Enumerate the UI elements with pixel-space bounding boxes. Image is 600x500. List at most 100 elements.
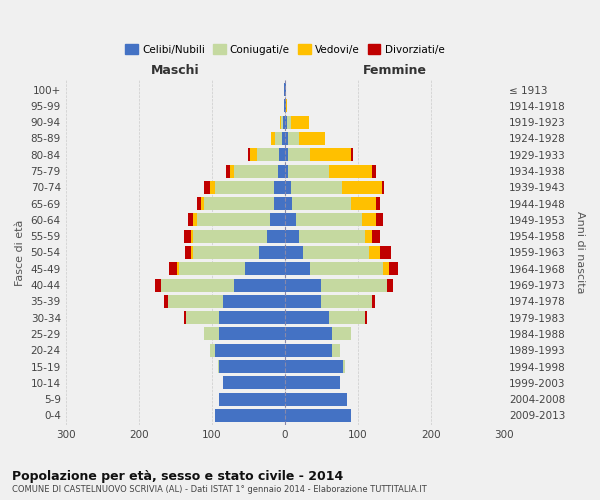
Bar xyxy=(219,328,285,340)
Bar xyxy=(376,197,380,210)
Bar xyxy=(382,181,384,194)
Bar xyxy=(193,230,266,242)
Bar xyxy=(285,181,290,194)
Bar xyxy=(285,311,329,324)
Bar xyxy=(285,230,299,242)
Bar xyxy=(218,360,219,373)
Bar xyxy=(178,262,179,276)
Text: COMUNE DI CASTELNUOVO SCRIVIA (AL) - Dati ISTAT 1° gennaio 2014 - Elaborazione T: COMUNE DI CASTELNUOVO SCRIVIA (AL) - Dat… xyxy=(12,485,427,494)
Bar xyxy=(284,83,285,96)
Bar xyxy=(223,376,285,390)
Bar xyxy=(289,148,310,162)
Bar xyxy=(186,311,219,324)
Bar xyxy=(342,181,382,194)
Bar xyxy=(322,278,387,291)
Bar xyxy=(299,230,365,242)
Bar xyxy=(285,83,286,96)
Bar xyxy=(197,197,201,210)
Bar xyxy=(184,230,191,242)
Bar xyxy=(169,262,178,276)
Bar xyxy=(209,344,215,356)
Bar xyxy=(284,100,285,112)
Bar xyxy=(185,246,191,259)
Bar xyxy=(373,164,376,177)
Bar xyxy=(389,262,398,276)
Y-axis label: Anni di nascita: Anni di nascita xyxy=(575,211,585,294)
Bar xyxy=(223,295,285,308)
Bar xyxy=(215,181,274,194)
Bar xyxy=(292,197,350,210)
Bar xyxy=(303,246,369,259)
Bar xyxy=(285,132,289,145)
Bar xyxy=(287,116,290,128)
Bar xyxy=(259,246,285,259)
Bar xyxy=(279,148,285,162)
Bar xyxy=(285,197,292,210)
Bar xyxy=(369,246,380,259)
Bar xyxy=(373,295,374,308)
Bar xyxy=(270,214,285,226)
Bar xyxy=(193,214,197,226)
Bar xyxy=(155,278,161,291)
Bar xyxy=(271,132,275,145)
Bar xyxy=(219,392,285,406)
Bar xyxy=(226,164,230,177)
Bar xyxy=(285,148,289,162)
Bar xyxy=(191,230,193,242)
Bar xyxy=(283,116,285,128)
Bar xyxy=(215,344,285,356)
Bar xyxy=(329,311,365,324)
Bar xyxy=(373,230,380,242)
Bar xyxy=(250,148,257,162)
Bar xyxy=(310,262,383,276)
Bar xyxy=(343,360,346,373)
Bar xyxy=(285,328,332,340)
Bar xyxy=(280,116,281,128)
Bar xyxy=(257,148,279,162)
Bar xyxy=(274,181,285,194)
Bar xyxy=(274,197,285,210)
Bar xyxy=(285,344,332,356)
Text: Popolazione per età, sesso e stato civile - 2014: Popolazione per età, sesso e stato civil… xyxy=(12,470,343,483)
Bar xyxy=(230,164,233,177)
Bar xyxy=(201,197,205,210)
Text: Femmine: Femmine xyxy=(362,64,427,78)
Bar xyxy=(362,214,376,226)
Bar xyxy=(193,246,259,259)
Bar xyxy=(285,262,310,276)
Bar xyxy=(310,148,350,162)
Bar xyxy=(188,214,193,226)
Bar xyxy=(168,295,223,308)
Bar xyxy=(376,214,383,226)
Bar xyxy=(285,116,287,128)
Bar xyxy=(161,278,233,291)
Bar xyxy=(296,214,362,226)
Text: Maschi: Maschi xyxy=(151,64,200,78)
Bar xyxy=(299,132,325,145)
Bar xyxy=(286,100,287,112)
Bar xyxy=(285,164,289,177)
Bar xyxy=(290,116,309,128)
Y-axis label: Fasce di età: Fasce di età xyxy=(15,220,25,286)
Bar xyxy=(332,344,340,356)
Bar xyxy=(285,360,343,373)
Bar xyxy=(285,392,347,406)
Bar xyxy=(248,148,250,162)
Bar xyxy=(383,262,389,276)
Bar xyxy=(266,230,285,242)
Legend: Celibi/Nubili, Coniugati/e, Vedovi/e, Divorziati/e: Celibi/Nubili, Coniugati/e, Vedovi/e, Di… xyxy=(121,40,448,58)
Bar xyxy=(365,230,373,242)
Bar xyxy=(197,214,270,226)
Bar xyxy=(205,197,274,210)
Bar xyxy=(290,181,342,194)
Bar xyxy=(285,295,322,308)
Bar xyxy=(209,181,215,194)
Bar xyxy=(191,246,193,259)
Bar xyxy=(285,278,322,291)
Bar xyxy=(282,132,285,145)
Bar xyxy=(289,132,299,145)
Bar xyxy=(322,295,373,308)
Bar xyxy=(285,100,286,112)
Bar xyxy=(285,214,296,226)
Bar xyxy=(205,328,219,340)
